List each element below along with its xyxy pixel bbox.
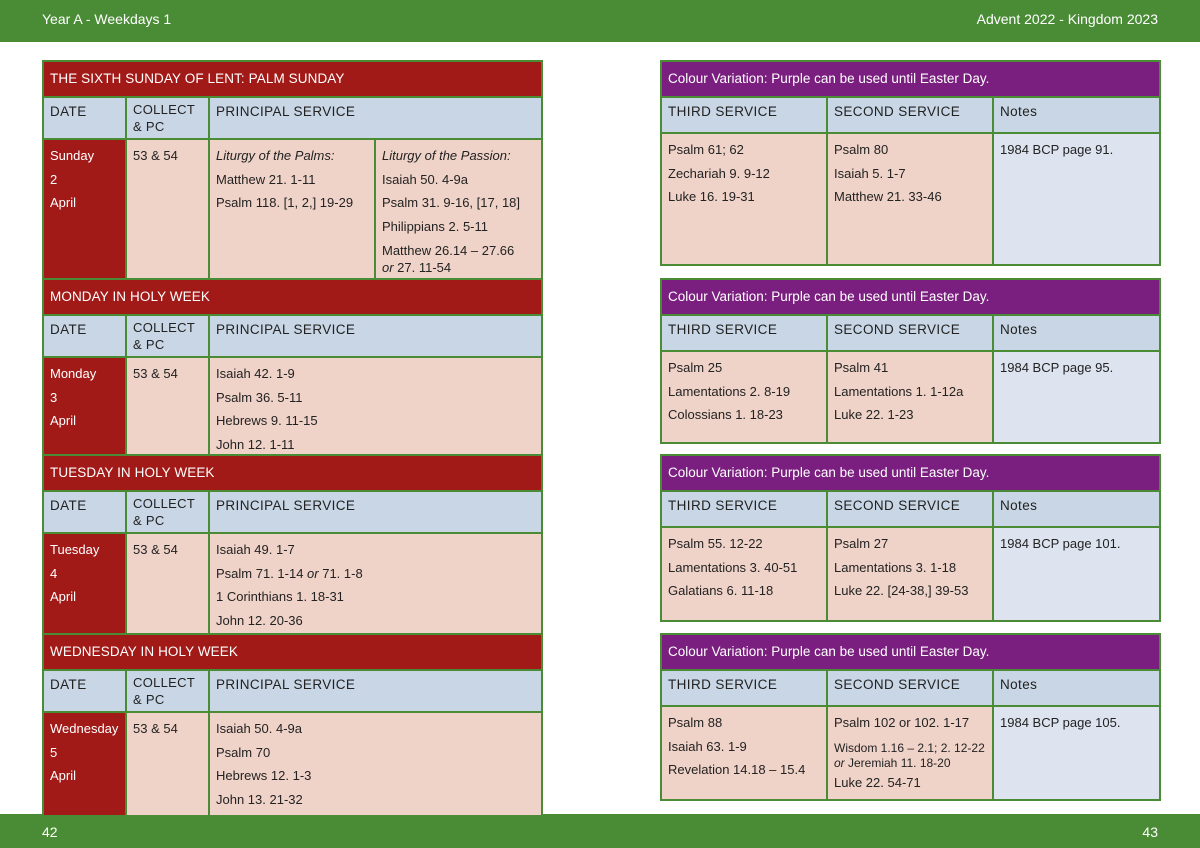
col-principal-header: PRINCIPAL SERVICE (207, 96, 544, 140)
third-service-cell: Psalm 55. 12-22 Lamentations 3. 40-51 Ga… (660, 526, 828, 622)
header-left-text: Year A - Weekdays 1 (42, 11, 172, 27)
col-principal-header: PRINCIPAL SERVICE (208, 490, 543, 534)
colour-variation-title: Colour Variation: Purple can be used unt… (660, 60, 1161, 98)
second-service-cell: Psalm 27 Lamentations 3. 1-18 Luke 22. [… (826, 526, 994, 622)
col-date-header: DATE (42, 490, 127, 534)
col-date-header: DATE (42, 669, 127, 713)
date-cell: Wednesday 5 April (42, 711, 127, 817)
col-collect-header: COLLECT & PC (125, 490, 210, 534)
col-notes-header: Notes (992, 490, 1161, 528)
col-notes-header: Notes (992, 96, 1161, 134)
collect-cell: 53 & 54 (125, 711, 210, 817)
second-service-cell: Psalm 41 Lamentations 1. 1-12a Luke 22. … (826, 350, 994, 444)
notes-cell: 1984 BCP page 95. (992, 350, 1161, 444)
col-third-header: THIRD SERVICE (660, 96, 828, 134)
left-table-palm-sunday: THE SIXTH SUNDAY OF LENT: PALM SUNDAY DA… (41, 60, 544, 282)
col-date-header: DATE (42, 96, 127, 140)
col-second-header: SECOND SERVICE (826, 96, 994, 134)
col-third-header: THIRD SERVICE (660, 314, 828, 352)
collect-cell: 53 & 54 (125, 138, 210, 282)
day-title: THE SIXTH SUNDAY OF LENT: PALM SUNDAY (41, 60, 544, 98)
right-table-palm-sunday: Colour Variation: Purple can be used unt… (660, 60, 1161, 266)
second-service-cell: Psalm 102 or 102. 1-17 Wisdom 1.16 – 2.1… (826, 705, 994, 801)
liturgy-palms-cell: Liturgy of the Palms: Matthew 21. 1-11 P… (208, 138, 376, 282)
date-cell: Tuesday 4 April (42, 532, 127, 638)
right-table-monday: Colour Variation: Purple can be used unt… (660, 278, 1161, 444)
col-third-header: THIRD SERVICE (660, 490, 828, 528)
collect-cell: 53 & 54 (125, 532, 210, 638)
col-principal-header: PRINCIPAL SERVICE (207, 314, 544, 358)
liturgy-passion-cell: Liturgy of the Passion: Isaiah 50. 4-9a … (373, 138, 544, 282)
col-second-header: SECOND SERVICE (826, 490, 994, 528)
colour-variation-title: Colour Variation: Purple can be used unt… (660, 454, 1161, 492)
col-collect-header: COLLECT & PC (125, 96, 210, 140)
col-collect-header: COLLECT & PC (125, 669, 210, 713)
col-collect-header: COLLECT & PC (125, 314, 210, 358)
date-cell: Monday 3 April (42, 356, 127, 462)
day-title: MONDAY IN HOLY WEEK (41, 278, 544, 316)
third-service-cell: Psalm 25 Lamentations 2. 8-19 Colossians… (660, 350, 828, 444)
notes-cell: 1984 BCP page 101. (992, 526, 1161, 622)
col-second-header: SECOND SERVICE (826, 669, 994, 707)
notes-cell: 1984 BCP page 91. (992, 132, 1161, 266)
col-date-header: DATE (42, 314, 127, 358)
col-notes-header: Notes (992, 669, 1161, 707)
col-notes-header: Notes (992, 314, 1161, 352)
footer-band: 42 43 (0, 814, 1200, 848)
principal-cell: Isaiah 49. 1-7 Psalm 71. 1-14 or 71. 1-8… (208, 532, 543, 638)
colour-variation-title: Colour Variation: Purple can be used unt… (660, 278, 1161, 316)
notes-cell: 1984 BCP page 105. (992, 705, 1161, 801)
date-cell: Sunday 2 April (42, 138, 127, 282)
header-right-text: Advent 2022 - Kingdom 2023 (976, 11, 1158, 27)
col-principal-header: PRINCIPAL SERVICE (207, 669, 544, 713)
left-table-tuesday: TUESDAY IN HOLY WEEK DATE COLLECT & PC PR… (42, 454, 543, 638)
day-title: TUESDAY IN HOLY WEEK (42, 454, 543, 492)
principal-cell: Isaiah 42. 1-9 Psalm 36. 5-11 Hebrews 9.… (207, 356, 544, 462)
right-table-wednesday: Colour Variation: Purple can be used unt… (660, 633, 1161, 801)
principal-cell: Isaiah 50. 4-9a Psalm 70 Hebrews 12. 1-3… (207, 711, 544, 817)
third-service-cell: Psalm 88 Isaiah 63. 1-9 Revelation 14.18… (660, 705, 828, 801)
second-service-cell: Psalm 80 Isaiah 5. 1-7 Matthew 21. 33-46 (826, 132, 994, 266)
day-title: WEDNESDAY IN HOLY WEEK (41, 633, 544, 671)
page-number-right: 43 (1142, 824, 1158, 840)
collect-cell: 53 & 54 (125, 356, 210, 462)
page-number-left: 42 (42, 824, 58, 840)
third-service-cell: Psalm 61; 62 Zechariah 9. 9-12 Luke 16. … (660, 132, 828, 266)
col-third-header: THIRD SERVICE (660, 669, 828, 707)
colour-variation-title: Colour Variation: Purple can be used unt… (660, 633, 1161, 671)
right-table-tuesday: Colour Variation: Purple can be used unt… (660, 454, 1161, 622)
header-band: Year A - Weekdays 1 Advent 2022 - Kingdo… (0, 0, 1200, 42)
col-second-header: SECOND SERVICE (826, 314, 994, 352)
left-table-monday: MONDAY IN HOLY WEEK DATE COLLECT & PC PRI… (41, 278, 544, 462)
left-table-wednesday: WEDNESDAY IN HOLY WEEK DATE COLLECT & PC … (41, 633, 544, 817)
